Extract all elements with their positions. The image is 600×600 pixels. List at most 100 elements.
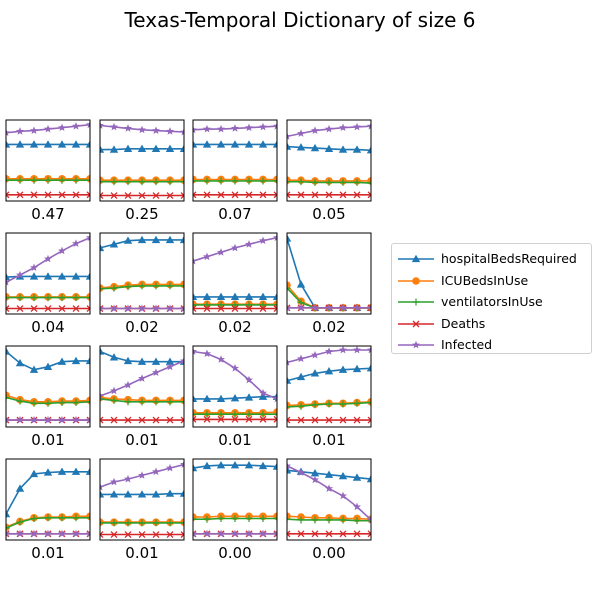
deaths-point bbox=[58, 305, 66, 312]
hospital-beds-required-point bbox=[324, 366, 334, 375]
infected-point bbox=[58, 529, 66, 538]
subplot-panel: 0.01 bbox=[5, 345, 91, 449]
hospital-beds-required-point bbox=[310, 369, 320, 377]
infected-point bbox=[287, 461, 291, 470]
ventilators-in-use-point bbox=[245, 410, 253, 418]
deaths-point bbox=[193, 191, 197, 199]
deaths-point bbox=[287, 416, 291, 424]
subplot-frame bbox=[192, 232, 278, 315]
ventilators-in-use-point bbox=[30, 176, 38, 184]
subplot-frame bbox=[99, 232, 185, 315]
hospital-beds-required-point bbox=[366, 146, 371, 154]
subplot-frame bbox=[286, 458, 372, 541]
ventilators-in-use-point bbox=[30, 294, 38, 302]
deaths-point bbox=[367, 191, 371, 199]
deaths-point bbox=[166, 416, 174, 424]
deaths-point bbox=[231, 191, 239, 199]
hospital-beds-required-point bbox=[287, 234, 292, 242]
hospital-beds-required-point bbox=[193, 394, 198, 403]
infected-point bbox=[58, 246, 66, 255]
infected-point bbox=[166, 463, 174, 472]
hospital-beds-required-point bbox=[43, 362, 53, 370]
infected-point bbox=[245, 123, 253, 132]
deaths-point bbox=[297, 416, 305, 424]
infected-point bbox=[86, 415, 90, 424]
ventilators-in-use-point bbox=[110, 396, 118, 404]
ventilators-in-use-point bbox=[72, 294, 80, 302]
legend-icubeds-in-use-point bbox=[412, 276, 420, 285]
ventilators-in-use-point bbox=[193, 177, 197, 185]
ventilators-in-use-point bbox=[138, 178, 146, 186]
ventilators-in-use-point bbox=[44, 514, 52, 522]
subplot-panel: 0.47 bbox=[5, 119, 91, 223]
ventilators-in-use-point bbox=[180, 282, 184, 290]
hospital-beds-required-point bbox=[352, 364, 362, 373]
deaths-point bbox=[217, 191, 225, 199]
subplot-panel: 0.02 bbox=[286, 232, 372, 336]
infected-point bbox=[86, 120, 90, 129]
hospital-beds-required-point bbox=[230, 460, 240, 469]
infected-point bbox=[325, 124, 333, 133]
infected-point bbox=[124, 124, 132, 132]
subplot-frame bbox=[99, 119, 185, 202]
hospital-beds-required-point bbox=[230, 292, 240, 301]
hospital-beds-required-point bbox=[43, 468, 53, 476]
ventilators-in-use-point bbox=[72, 514, 80, 522]
ventilators-in-use-point bbox=[297, 402, 305, 410]
hospital-beds-required-point bbox=[287, 376, 292, 384]
infected-point bbox=[203, 349, 211, 358]
deaths-point bbox=[231, 415, 239, 423]
ventilators-in-use-point bbox=[124, 178, 132, 186]
hospital-beds-required-point bbox=[137, 490, 147, 498]
deaths-point bbox=[245, 415, 253, 423]
ventilators-in-use-point bbox=[259, 301, 267, 309]
infected-point bbox=[100, 304, 104, 312]
infected-point bbox=[287, 132, 291, 140]
ventilators-in-use-point bbox=[100, 285, 104, 293]
deaths-point bbox=[86, 191, 90, 199]
infected-point bbox=[273, 121, 277, 130]
deaths-point bbox=[203, 415, 211, 423]
subplot-weight-label: 0.04 bbox=[31, 318, 64, 336]
ventilators-in-use-point bbox=[273, 301, 277, 309]
infected-point bbox=[138, 471, 146, 479]
deaths-point bbox=[203, 305, 211, 312]
hospital-beds-required-point bbox=[151, 235, 161, 244]
hospital-beds-required-point bbox=[230, 140, 240, 148]
ventilators-in-use-point bbox=[217, 514, 225, 522]
ventilators-in-use-point bbox=[339, 516, 347, 524]
ventilators-in-use-point bbox=[367, 399, 371, 407]
subplot-panel: 0.07 bbox=[192, 119, 278, 223]
infected-point bbox=[110, 386, 118, 395]
infected-point bbox=[245, 240, 253, 248]
legend-swatch bbox=[398, 276, 434, 285]
deaths-point bbox=[311, 191, 319, 199]
ventilators-in-use-point bbox=[287, 284, 291, 292]
infected-point bbox=[273, 233, 277, 242]
subplot-frame bbox=[286, 345, 372, 428]
hospital-beds-required-point bbox=[100, 145, 105, 153]
deaths-point bbox=[30, 305, 38, 312]
hospital-beds-required-point bbox=[109, 490, 119, 498]
deaths-point bbox=[124, 192, 132, 199]
subplot-panel: 0.01 bbox=[99, 345, 185, 449]
ventilators-in-use-point bbox=[231, 514, 239, 522]
subplot-weight-label: 0.00 bbox=[312, 544, 345, 562]
hospital-beds-required-point bbox=[230, 393, 240, 402]
hospital-beds-required-point bbox=[109, 145, 119, 153]
deaths-point bbox=[217, 305, 225, 312]
deaths-point bbox=[124, 531, 132, 538]
deaths-point bbox=[6, 191, 10, 199]
hospital-beds-required-point bbox=[272, 462, 277, 470]
ventilators-in-use-point bbox=[72, 399, 80, 407]
hospital-beds-required-point bbox=[338, 145, 348, 153]
hospital-beds-required-point bbox=[57, 467, 67, 475]
infected-point bbox=[325, 303, 333, 312]
infected-point bbox=[16, 415, 24, 424]
deaths-point bbox=[367, 530, 371, 538]
infected-point bbox=[273, 529, 277, 538]
hospital-beds-required-point bbox=[43, 272, 53, 280]
ventilators-in-use-point bbox=[297, 516, 305, 524]
hospital-beds-required-point bbox=[71, 140, 81, 148]
subplot-weight-label: 0.02 bbox=[312, 318, 345, 336]
